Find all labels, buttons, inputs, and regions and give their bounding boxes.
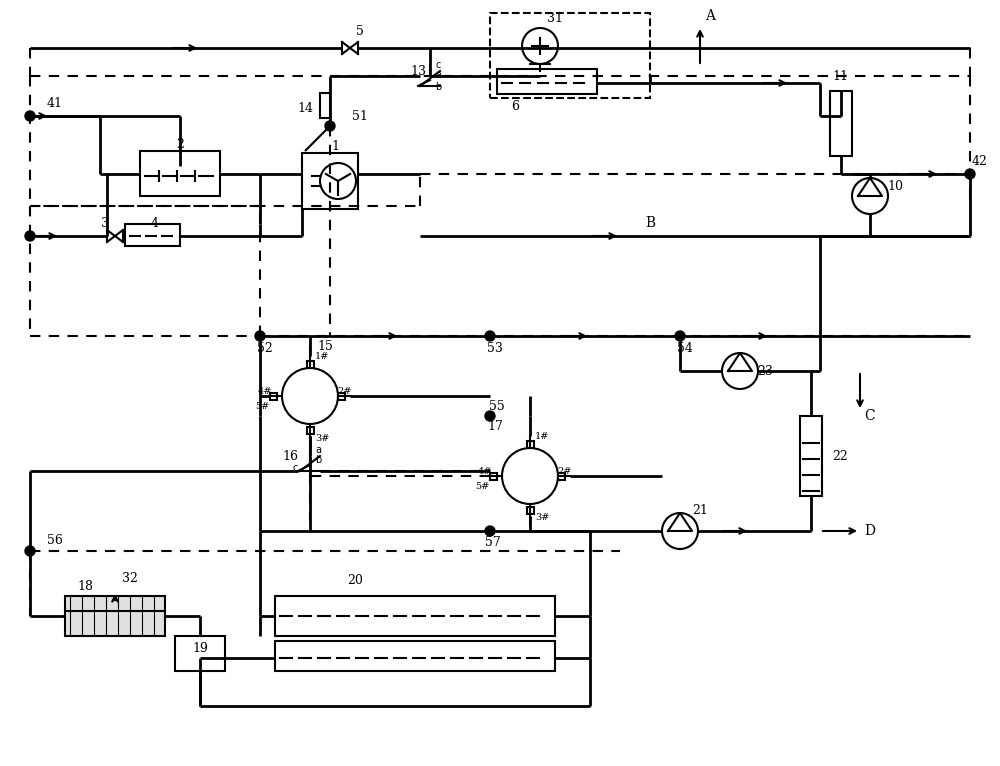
Text: 4#: 4# <box>478 466 492 476</box>
Text: b: b <box>435 82 441 92</box>
Bar <box>307 427 314 434</box>
Text: a: a <box>315 445 321 455</box>
Text: 57: 57 <box>485 536 501 549</box>
Bar <box>140 151 220 196</box>
Text: 3#: 3# <box>535 513 549 522</box>
Text: 41: 41 <box>47 97 63 110</box>
Text: 11: 11 <box>832 70 848 83</box>
Text: 5: 5 <box>356 25 364 38</box>
Bar <box>527 507 534 514</box>
Text: 16: 16 <box>282 450 298 463</box>
Circle shape <box>675 331 685 341</box>
Text: 23: 23 <box>757 365 773 378</box>
Text: 22: 22 <box>832 450 848 463</box>
Text: 54: 54 <box>677 342 693 355</box>
Text: 17: 17 <box>487 420 503 433</box>
Text: 32: 32 <box>122 571 138 584</box>
Bar <box>65 596 165 636</box>
Bar <box>527 441 534 448</box>
Text: c: c <box>292 463 297 473</box>
Text: 1#: 1# <box>315 352 329 361</box>
Text: 31: 31 <box>547 11 563 25</box>
Text: 1#: 1# <box>535 431 549 440</box>
Text: 19: 19 <box>192 641 208 654</box>
Bar <box>275 596 555 636</box>
Text: 20: 20 <box>347 574 363 588</box>
Text: 3: 3 <box>101 217 109 230</box>
Text: 2#: 2# <box>558 466 572 476</box>
Text: 56: 56 <box>47 535 63 548</box>
Circle shape <box>485 331 495 341</box>
Bar <box>175 636 225 671</box>
Bar <box>125 224 180 246</box>
Text: 55: 55 <box>489 400 505 413</box>
Text: 6: 6 <box>511 100 519 113</box>
Text: 4: 4 <box>151 217 159 230</box>
Text: 14: 14 <box>297 102 313 114</box>
Text: 53: 53 <box>487 342 503 355</box>
Text: 52: 52 <box>257 342 273 355</box>
Circle shape <box>25 546 35 556</box>
Text: 51: 51 <box>352 110 368 123</box>
Text: 2#: 2# <box>338 387 352 395</box>
Circle shape <box>25 111 35 121</box>
Text: 5#: 5# <box>255 401 269 411</box>
Bar <box>270 393 277 400</box>
Text: 2: 2 <box>176 138 184 150</box>
Text: 5#: 5# <box>475 482 489 490</box>
Circle shape <box>25 231 35 241</box>
Circle shape <box>485 411 495 421</box>
Text: a: a <box>435 70 441 80</box>
Text: 13: 13 <box>410 64 426 77</box>
Text: D: D <box>864 524 876 538</box>
Bar <box>307 361 314 368</box>
Bar <box>830 91 852 156</box>
Circle shape <box>325 121 335 131</box>
Bar <box>558 473 565 480</box>
Text: 10: 10 <box>887 179 903 192</box>
Bar <box>338 393 345 400</box>
Bar <box>320 93 330 118</box>
Text: B: B <box>645 216 655 230</box>
Bar <box>490 13 650 98</box>
Bar <box>497 69 597 94</box>
Text: 21: 21 <box>692 505 708 518</box>
Text: 15: 15 <box>317 339 333 352</box>
Text: 42: 42 <box>972 155 988 168</box>
Bar <box>275 641 555 671</box>
Text: 18: 18 <box>77 580 93 592</box>
Text: 1: 1 <box>331 139 339 152</box>
Text: C: C <box>865 409 875 423</box>
Bar <box>490 473 497 480</box>
Circle shape <box>255 331 265 341</box>
Text: 3#: 3# <box>315 434 329 443</box>
Text: b: b <box>315 455 321 465</box>
Circle shape <box>965 169 975 179</box>
Bar <box>800 416 822 496</box>
Text: c: c <box>435 60 440 70</box>
Text: A: A <box>705 9 715 23</box>
Circle shape <box>485 526 495 536</box>
Bar <box>302 153 358 209</box>
Text: 4#: 4# <box>258 387 272 395</box>
